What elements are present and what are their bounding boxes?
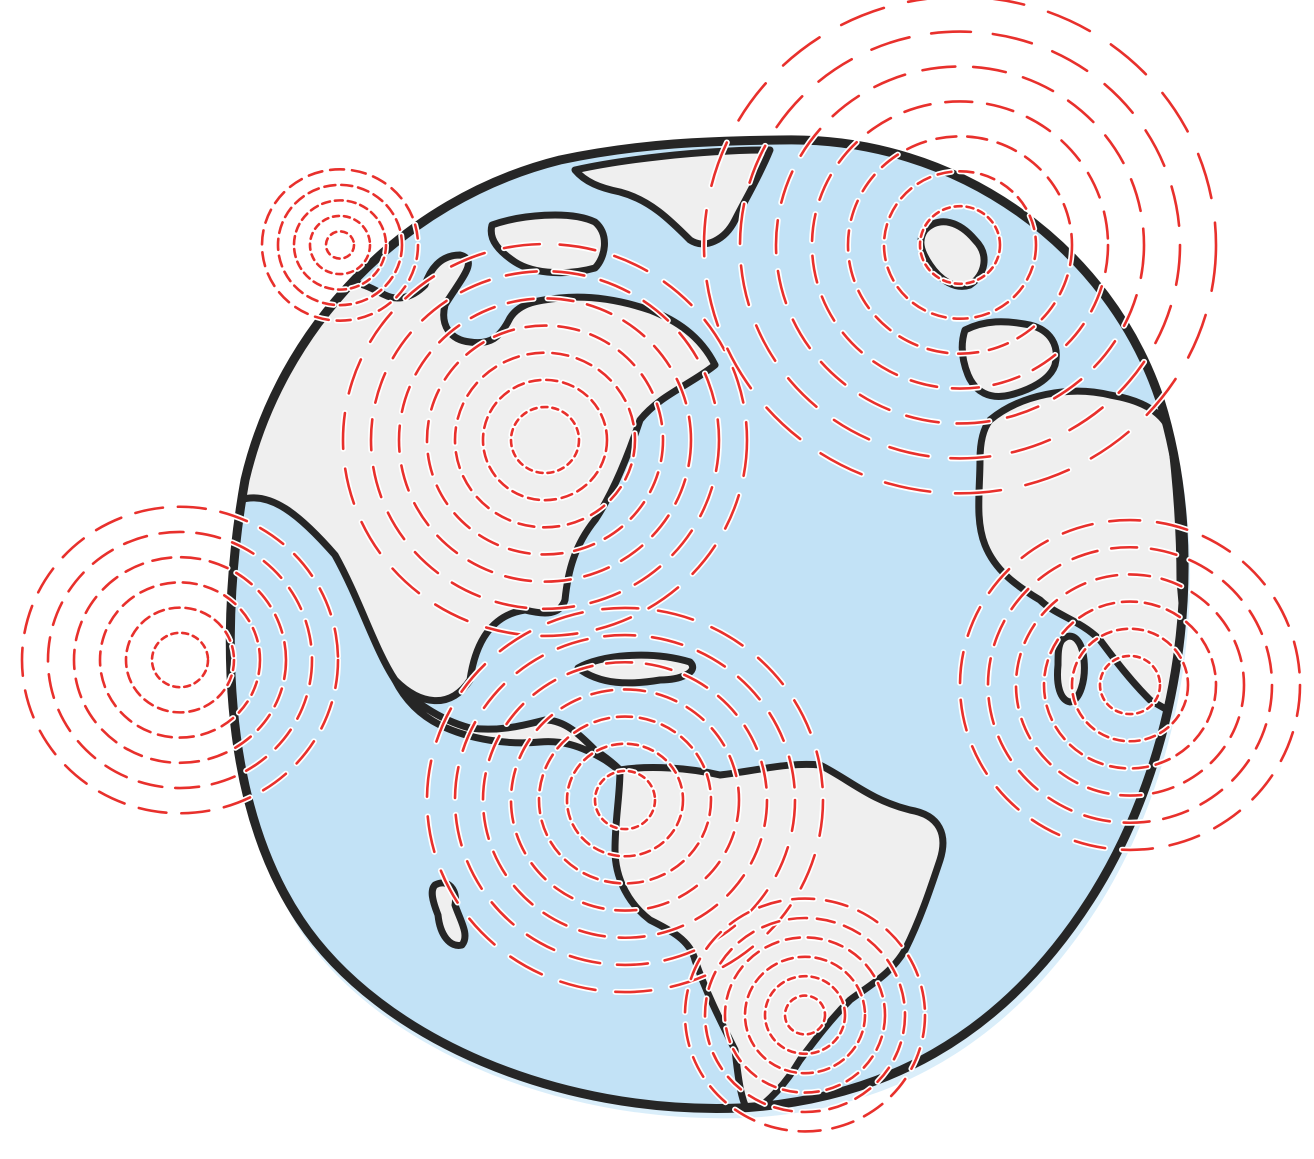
signal-ring — [292, 199, 388, 291]
signal-ring — [537, 715, 713, 885]
greenland-landmass — [571, 146, 774, 248]
signal-ring — [846, 135, 1074, 355]
signal-ring — [1042, 600, 1218, 770]
signal-ring — [918, 204, 1002, 286]
signal-ring — [20, 505, 340, 815]
signal-ring — [369, 269, 721, 611]
signal-ring — [124, 606, 236, 714]
caribbean-island-landmass — [574, 651, 696, 687]
signal-ring — [593, 769, 657, 831]
signal-ring — [260, 168, 420, 322]
signal-source-europe — [701, 0, 1219, 497]
signal-ring — [763, 974, 847, 1056]
signal-ring — [46, 530, 314, 790]
signal-ring — [683, 897, 927, 1133]
signal-source-pacific-west — [19, 503, 341, 817]
signal-ring — [98, 581, 262, 739]
signal-ring — [481, 660, 769, 940]
signal-source-south-america — [682, 895, 928, 1135]
signal-ring — [774, 65, 1146, 425]
signal-ring — [453, 633, 797, 967]
signal-ring — [308, 214, 372, 276]
signal-ring — [481, 378, 609, 502]
signal-ring — [565, 742, 685, 858]
signal-ring — [341, 242, 749, 638]
signal-ring — [703, 916, 907, 1114]
signal-ring — [72, 555, 288, 765]
signal-ring — [324, 230, 356, 260]
signal-ring — [425, 606, 825, 994]
signal-ring — [986, 545, 1274, 825]
signal-ring — [509, 405, 581, 475]
signal-source-arctic-canada — [259, 166, 421, 324]
signal-ring — [882, 169, 1038, 321]
signal-ring — [1070, 627, 1190, 743]
signal-ring — [958, 518, 1302, 852]
signal-ring — [783, 994, 827, 1036]
signal-ring — [1098, 654, 1162, 716]
signal-source-west-africa — [957, 517, 1303, 853]
signal-ring — [1014, 573, 1246, 797]
signal-ring — [150, 631, 210, 689]
signal-ring — [702, 0, 1218, 495]
signal-ring — [425, 324, 665, 556]
signal-source-central-america — [424, 604, 826, 996]
signal-ring — [723, 936, 887, 1094]
signal-ring — [509, 688, 741, 912]
iberia-landmass — [958, 318, 1060, 400]
signal-ring — [453, 351, 637, 529]
signal-source-north-america — [340, 241, 750, 639]
signal-ring — [743, 955, 867, 1075]
atlantic-island-landmass — [1054, 632, 1088, 706]
signal-ring — [738, 30, 1182, 460]
signal-ring — [397, 297, 693, 583]
signal-rings — [19, 0, 1303, 1135]
signal-ring — [810, 100, 1110, 390]
arctic-island-landmass — [487, 211, 608, 277]
signal-ring — [276, 183, 404, 307]
